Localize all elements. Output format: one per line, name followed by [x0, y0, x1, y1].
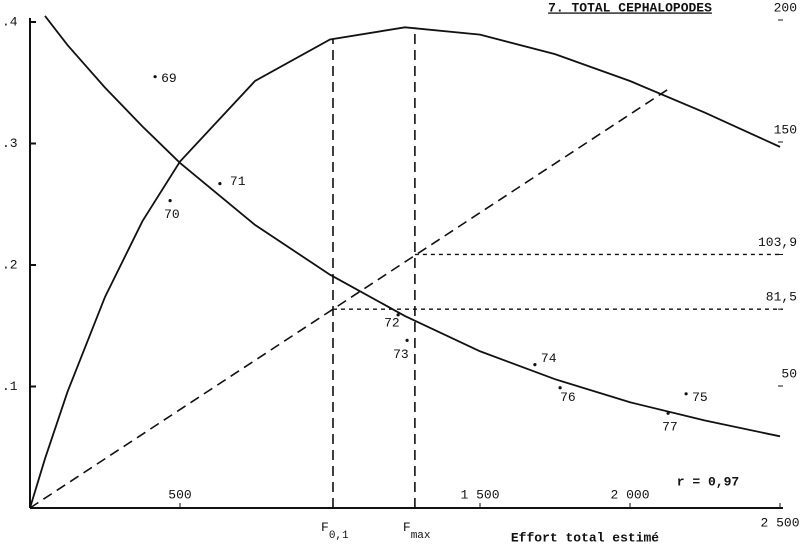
y-tick-label: .3: [2, 136, 18, 151]
curve: [29, 26, 781, 509]
year-point: [396, 313, 400, 317]
y2-tick-label: 200: [774, 0, 797, 15]
year-point: [533, 363, 537, 367]
x-tick-label: 500: [168, 487, 191, 502]
year-point: [405, 338, 409, 342]
curve: [44, 15, 781, 438]
year-label: 72: [384, 315, 400, 330]
reference-label: Fmax: [403, 520, 431, 541]
reference-label-sub: 0,1: [329, 530, 349, 542]
x-axis-label: Effort total estimé: [511, 530, 659, 545]
x-tick-label: 1 500: [460, 487, 499, 502]
year-point: [558, 386, 562, 390]
reference-label-main: F: [403, 520, 411, 535]
y2-tick-label: 150: [774, 122, 797, 137]
diagonal-line: [29, 88, 669, 509]
y2-tick-label: 103,9: [758, 235, 797, 250]
y2-tick-label: 81,5: [766, 290, 797, 305]
year-label: 69: [161, 71, 177, 86]
reference-label: F0,1: [321, 520, 349, 541]
y-tick-label: .4: [2, 14, 18, 29]
y-tick-label: .2: [2, 257, 18, 272]
reference-label-main: F: [321, 520, 329, 535]
chart-title: 7. TOTAL CEPHALOPODES: [548, 0, 712, 15]
x-tick-label: 2 500: [760, 515, 799, 530]
year-label: 77: [662, 420, 678, 435]
year-point: [168, 199, 172, 203]
y2-tick-label: 50: [781, 366, 797, 381]
year-label: 71: [230, 174, 246, 189]
year-label: 70: [164, 207, 180, 222]
x-tick-label: 2 000: [610, 487, 649, 502]
year-point: [684, 392, 688, 396]
year-point: [218, 181, 222, 186]
year-label: 74: [541, 351, 557, 366]
reference-label-sub: max: [411, 530, 431, 542]
annotation: r = 0,97: [677, 474, 739, 489]
year-point: [153, 75, 157, 79]
year-label: 73: [393, 347, 409, 362]
year-label: 75: [692, 390, 708, 405]
year-point: [666, 411, 670, 415]
year-label: 76: [560, 390, 576, 405]
y-tick-label: .1: [2, 379, 18, 394]
